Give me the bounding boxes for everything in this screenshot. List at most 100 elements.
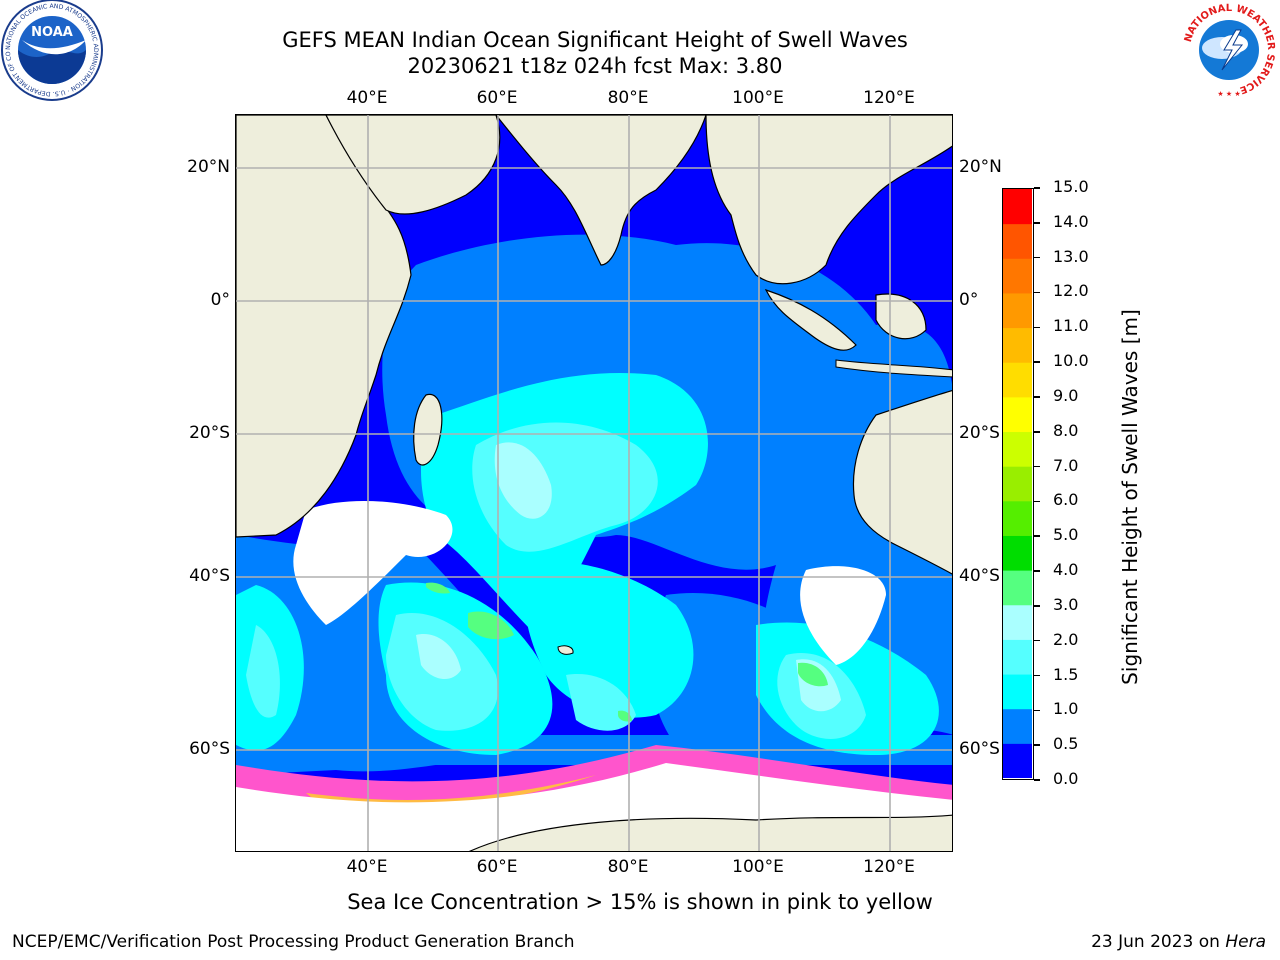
- noaa-logo-text: NOAA: [31, 25, 73, 40]
- lat-tick-left: 60°S: [189, 739, 230, 759]
- colorbar-tick-mark: [1034, 535, 1040, 537]
- map-gridlines: [236, 115, 952, 851]
- colorbar-tick-mark: [1034, 709, 1040, 712]
- colorbar-swatch: [1003, 327, 1032, 363]
- map-canvas: [236, 115, 952, 851]
- machine-name: Hera: [1225, 932, 1266, 952]
- lon-tick-bottom: 60°E: [476, 857, 518, 877]
- chart-title: GEFS MEAN Indian Ocean Significant Heigh…: [282, 28, 908, 52]
- antarctica-land: [469, 814, 952, 851]
- colorbar-tick-mark: [1034, 256, 1040, 259]
- lat-tick-right: 0°: [959, 290, 979, 310]
- colorbar-tick-mark: [1034, 500, 1040, 503]
- australia-land: [852, 389, 952, 575]
- lon-tick-top: 80°E: [607, 88, 649, 108]
- colorbar-swatch: [1003, 500, 1032, 536]
- colorbar-swatch: [1003, 674, 1032, 710]
- lon-tick-bottom: 80°E: [607, 857, 649, 877]
- colorbar-swatch: [1003, 189, 1032, 225]
- colorbar-tick-mark: [1034, 639, 1040, 642]
- sea-ice-note: Sea Ice Concentration > 15% is shown in …: [347, 890, 933, 914]
- madagascar-land: [413, 393, 443, 466]
- colorbar-tick-mark: [1034, 744, 1040, 746]
- colorbar-tick-label: 14.0: [1053, 211, 1089, 231]
- colorbar-tick-label: 5.0: [1053, 525, 1079, 545]
- lat-tick-right: 20°S: [959, 423, 1000, 443]
- masked-area-west: [293, 500, 453, 625]
- colorbar-tick-label: 11.0: [1053, 316, 1089, 336]
- colorbar-tick-label: 0.5: [1053, 734, 1079, 754]
- svg-text:★ ★ ★: ★ ★ ★: [1217, 90, 1240, 98]
- colorbar-swatch: [1003, 223, 1032, 259]
- colorbar-tick-mark: [1034, 361, 1040, 363]
- lon-tick-top: 120°E: [863, 88, 915, 108]
- colorbar-swatch: [1003, 396, 1032, 433]
- swell-field-3-0: [426, 582, 828, 722]
- lat-tick-right: 20°N: [959, 157, 1002, 177]
- colorbar-swatch: [1003, 466, 1032, 502]
- colorbar-swatch: [1003, 639, 1032, 675]
- credit-text: NCEP/EMC/Verification Post Processing Pr…: [12, 932, 575, 952]
- lat-tick-left: 40°S: [189, 566, 230, 586]
- colorbar-swatch: [1003, 258, 1032, 294]
- colorbar-tick-label: 7.0: [1053, 455, 1079, 475]
- lon-tick-bottom: 40°E: [346, 857, 388, 877]
- lon-tick-top: 60°E: [476, 88, 518, 108]
- sumatra-land: [764, 288, 857, 351]
- lat-tick-right: 40°S: [959, 566, 1000, 586]
- sea-ice-edge: [236, 745, 952, 815]
- lat-tick-right: 60°S: [959, 739, 1000, 759]
- nws-logo: NATIONAL WEATHER SERVICE ★ ★ ★: [1178, 0, 1280, 100]
- colorbar-tick-mark: [1034, 291, 1040, 294]
- colorbar: [1002, 188, 1034, 780]
- colorbar-tick-mark: [1034, 222, 1040, 224]
- colorbar-tick-label: 2.0: [1053, 629, 1079, 649]
- colorbar-tick-label: 4.0: [1053, 560, 1079, 580]
- colorbar-swatch: [1003, 535, 1032, 571]
- colorbar-tick-mark: [1034, 674, 1040, 677]
- colorbar-tick-label: 6.0: [1053, 490, 1079, 510]
- colorbar-tick-mark: [1034, 326, 1040, 329]
- colorbar-tick-mark: [1034, 187, 1040, 189]
- colorbar-label: Significant Height of Swell Waves [m]: [1118, 309, 1142, 685]
- colorbar-tick-label: 10.0: [1053, 351, 1089, 371]
- noaa-logo: NATIONAL OCEANIC AND ATMOSPHERIC ADMINIS…: [0, 0, 104, 104]
- lon-tick-bottom: 100°E: [732, 857, 784, 877]
- borneo-land: [875, 293, 927, 340]
- colorbar-tick-mark: [1034, 605, 1040, 607]
- colorbar-tick-label: 8.0: [1053, 420, 1079, 440]
- masked-area-east: [800, 566, 886, 665]
- java-land: [835, 359, 952, 378]
- lon-tick-bottom: 120°E: [863, 857, 915, 877]
- colorbar-swatch: [1003, 362, 1032, 398]
- kerguelen-island: [557, 645, 574, 655]
- colorbar-tick-mark: [1034, 431, 1040, 433]
- colorbar-tick-label: 9.0: [1053, 385, 1079, 405]
- colorbar-swatch: [1003, 570, 1032, 606]
- colorbar-tick-label: 1.0: [1053, 699, 1079, 719]
- date-text: 23 Jun 2023 on: [1091, 932, 1220, 952]
- colorbar-tick-mark: [1034, 465, 1040, 468]
- colorbar-swatch: [1003, 708, 1032, 744]
- colorbar-swatch: [1003, 431, 1032, 467]
- colorbar-swatch: [1003, 743, 1032, 778]
- colorbar-tick-mark: [1034, 779, 1040, 781]
- colorbar-tick-label: 3.0: [1053, 594, 1079, 614]
- lon-tick-top: 40°E: [346, 88, 388, 108]
- lat-tick-left: 20°S: [189, 423, 230, 443]
- colorbar-tick-label: 15.0: [1053, 177, 1089, 196]
- colorbar-tick-label: 0.0: [1053, 769, 1079, 788]
- colorbar-swatch: [1003, 292, 1032, 329]
- colorbar-tick-label: 12.0: [1053, 281, 1089, 301]
- lat-tick-left: 0°: [210, 290, 230, 310]
- colorbar-swatch: [1003, 604, 1032, 640]
- lon-tick-top: 100°E: [732, 88, 784, 108]
- colorbar-tick-label: 13.0: [1053, 246, 1089, 266]
- colorbar-swatches: [1003, 189, 1032, 778]
- map-panel: [235, 114, 953, 852]
- india-land: [495, 115, 707, 266]
- date-stamp: 23 Jun 2023 on Hera: [1091, 932, 1266, 952]
- lat-tick-left: 20°N: [187, 157, 230, 177]
- colorbar-tick-label: 1.5: [1053, 664, 1079, 684]
- colorbar-tick-mark: [1034, 396, 1040, 398]
